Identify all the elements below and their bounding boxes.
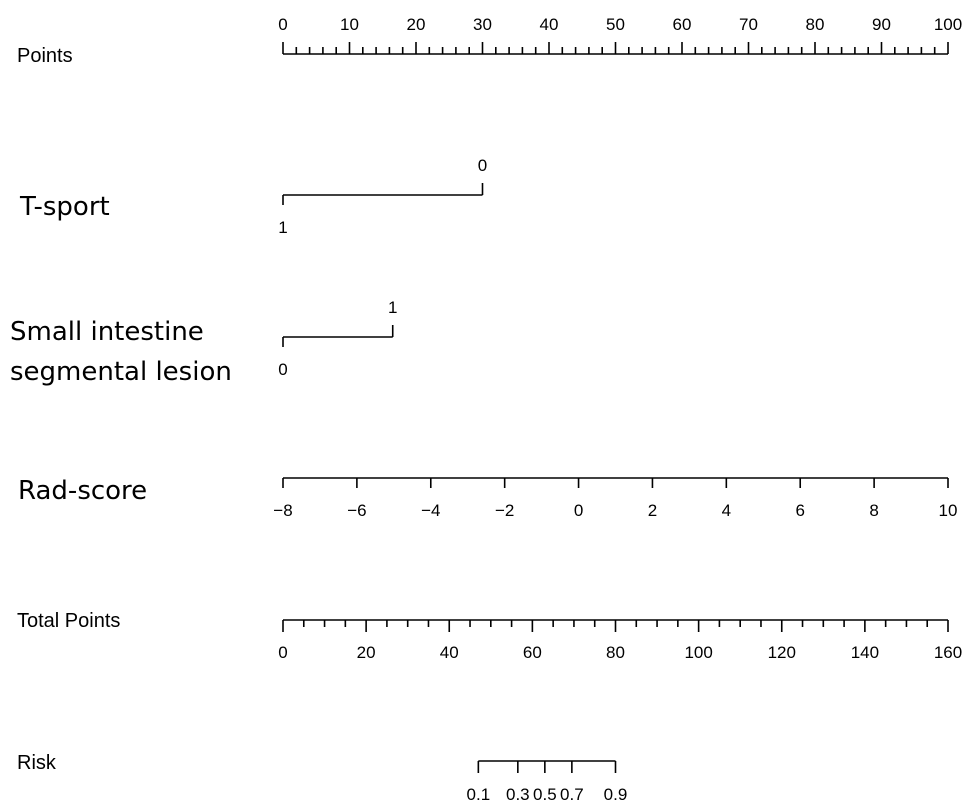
rad-score-tick-label: −8 (273, 501, 292, 520)
total-points-tick-label: 140 (851, 643, 879, 662)
rad-score-tick-label: 0 (574, 501, 583, 520)
small-intestine-label-line: Small intestine (10, 317, 204, 347)
rad-score-tick-label: 10 (939, 501, 958, 520)
risk-tick-label: 0.9 (604, 785, 628, 802)
risk-tick-label: 0.5 (533, 785, 557, 802)
points-tick-label: 50 (606, 15, 625, 34)
total-points-tick-label: 40 (440, 643, 459, 662)
points-tick-label: 60 (673, 15, 692, 34)
rad-score-tick-label: −2 (495, 501, 514, 520)
t-sport-label: T-sport (19, 192, 110, 222)
rad-score-tick-label: −4 (421, 501, 440, 520)
rad-score-tick-label: −6 (347, 501, 366, 520)
t-sport-level-label: 1 (278, 218, 287, 237)
points-tick-label: 0 (278, 15, 287, 34)
points-tick-label: 100 (934, 15, 962, 34)
points-tick-label: 20 (407, 15, 426, 34)
small-intestine-label-line: segmental lesion (10, 357, 232, 387)
risk-label: Risk (17, 752, 57, 774)
total-points-tick-label: 160 (934, 643, 962, 662)
total-points-tick-label: 20 (357, 643, 376, 662)
small-intestine-level-label: 1 (388, 298, 397, 317)
points-tick-label: 80 (806, 15, 825, 34)
points-label: Points (17, 45, 73, 67)
total-points-label: Total Points (17, 610, 120, 632)
small-intestine-level-label: 0 (278, 360, 287, 379)
risk-tick-label: 0.3 (506, 785, 530, 802)
rad-score-label: Rad-score (18, 476, 147, 506)
rad-score-tick-label: 2 (648, 501, 657, 520)
points-tick-label: 70 (739, 15, 758, 34)
total-points-tick-label: 60 (523, 643, 542, 662)
total-points-tick-label: 0 (278, 643, 287, 662)
total-points-tick-label: 80 (606, 643, 625, 662)
rad-score-tick-label: 4 (722, 501, 731, 520)
t-sport-level-label: 0 (478, 156, 487, 175)
points-tick-label: 40 (540, 15, 559, 34)
points-tick-label: 30 (473, 15, 492, 34)
risk-tick-label: 0.7 (560, 785, 584, 802)
rad-score-tick-label: 8 (869, 501, 878, 520)
total-points-tick-label: 120 (768, 643, 796, 662)
total-points-tick-label: 100 (684, 643, 712, 662)
points-tick-label: 10 (340, 15, 359, 34)
points-tick-label: 90 (872, 15, 891, 34)
risk-tick-label: 0.1 (467, 785, 491, 802)
rad-score-tick-label: 6 (795, 501, 804, 520)
